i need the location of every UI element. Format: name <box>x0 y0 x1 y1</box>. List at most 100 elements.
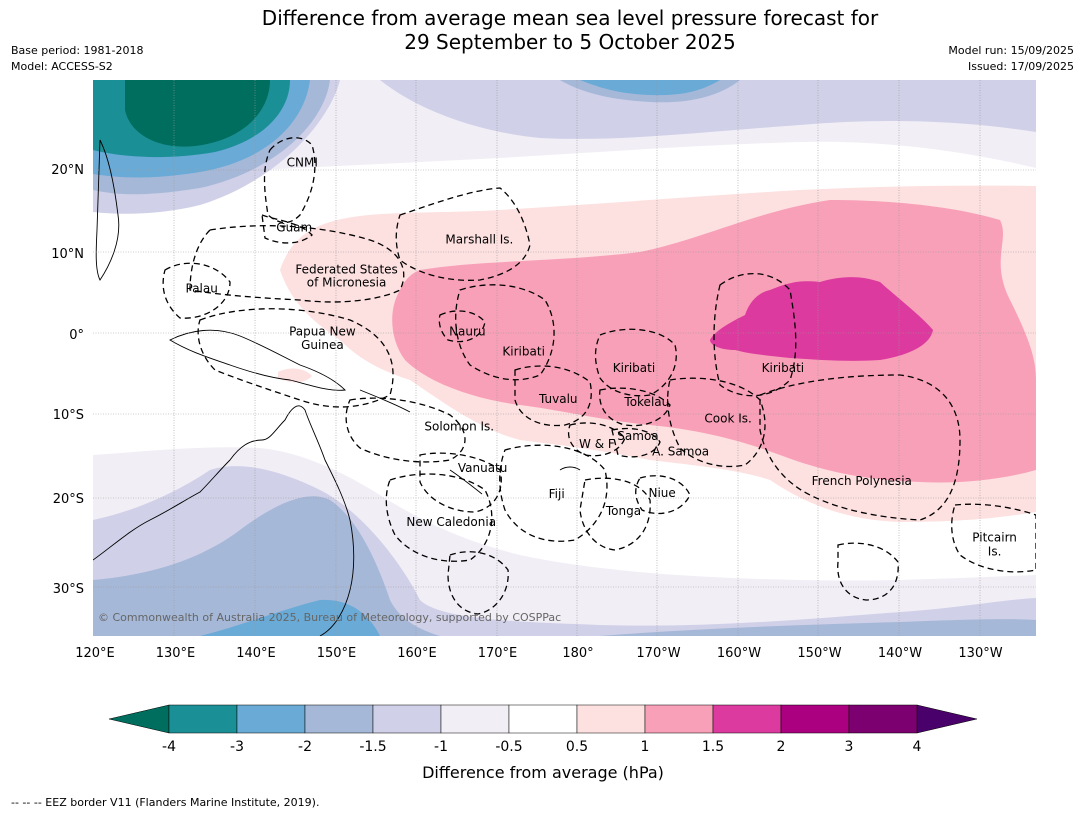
colorbar-tick-label: -1.5 <box>359 739 386 755</box>
anomaly-band-north-east-blue <box>580 80 720 96</box>
longitude-axis: 120°E 130°E 140°E 150°E 160°E 170°E 180° 170°W 1… <box>75 646 1002 661</box>
eez-samoa <box>611 427 661 458</box>
longitude-tick-label: 160°W <box>717 646 761 661</box>
region-label: of Micronesia <box>307 276 387 290</box>
eez-marshall <box>395 187 531 281</box>
longitude-tick-label: 120°E <box>75 646 115 661</box>
region-label: CNMI <box>287 155 318 169</box>
anomaly-band-south-blue <box>200 599 380 636</box>
region-label: Is. <box>988 544 1002 558</box>
new-guinea-coast <box>169 329 346 391</box>
coastlines <box>93 139 581 636</box>
latitude-axis: 20°N 10°N 0° 10°S 20°S 30°S <box>51 163 84 597</box>
chart-title-line1: Difference from average mean sea level p… <box>261 6 879 30</box>
eez-palau <box>162 262 231 319</box>
colorbar-tick-label: 4 <box>913 739 922 755</box>
latitude-tick-label: 10°N <box>51 247 84 262</box>
longitude-tick-label: 130°W <box>958 646 1002 661</box>
region-label: Tonga <box>605 504 641 518</box>
eez-new-caledonia <box>385 473 493 562</box>
colorbar-swatch <box>508 704 578 734</box>
colorbar-tick-label: 2 <box>777 739 786 755</box>
longitude-tick-label: 150°W <box>797 646 841 661</box>
colorbar-swatch <box>644 704 714 734</box>
eez-cook <box>667 377 766 468</box>
philippines-coast <box>95 139 120 281</box>
longitude-tick-label: 150°E <box>317 646 357 661</box>
region-label: W & F <box>579 437 615 451</box>
eez-solomon <box>345 397 466 463</box>
colorbar-swatch <box>304 704 374 734</box>
eez-fiji <box>499 444 608 542</box>
eez-tokelau <box>599 387 671 427</box>
eez-kiribati-gilbert <box>455 284 555 381</box>
solomon-islands <box>359 389 411 413</box>
colorbar-tick-label: -1 <box>434 739 448 755</box>
colorbar-swatch <box>780 704 850 734</box>
eez-pitcairn <box>951 503 1036 573</box>
eez-kermadec <box>837 542 899 601</box>
colorbar-label: Difference from average (hPa) <box>422 763 664 782</box>
region-label: Samoa <box>617 429 658 443</box>
region-label: French Polynesia <box>812 474 912 488</box>
anomaly-band-north-lavender <box>93 80 1036 214</box>
region-label: Palau <box>186 281 218 295</box>
eez-norfolk <box>447 551 509 615</box>
eez-tonga <box>579 477 651 551</box>
colorbar-tick-label: -4 <box>162 739 176 755</box>
chart-title-line2: 29 September to 5 October 2025 <box>404 30 736 54</box>
copyright-notice: © Commonwealth of Australia 2025, Bureau… <box>98 611 561 624</box>
eez-guam <box>261 214 313 244</box>
eez-borders <box>162 137 1036 615</box>
region-label: Cook Is. <box>704 411 751 425</box>
eez-niue <box>635 475 691 515</box>
anomaly-band-south-bluegray <box>93 496 440 636</box>
region-label: Papua New <box>289 324 356 338</box>
longitude-tick-label: 140°W <box>878 646 922 661</box>
chart-title: Difference from average mean sea level p… <box>0 6 1085 54</box>
latitude-tick-label: 30°S <box>53 582 84 597</box>
colorbar-tick-label: 1.5 <box>702 739 724 755</box>
longitude-tick-label: 170°E <box>478 646 518 661</box>
graticule <box>93 80 1036 636</box>
colorbar-under-triangle <box>108 704 170 734</box>
region-label: Federated States <box>295 263 397 277</box>
colorbar-tick-label: 1 <box>641 739 650 755</box>
region-label: Solomon Is. <box>424 419 494 433</box>
region-label: Kiribati <box>502 345 544 359</box>
region-label: Niue <box>648 486 675 500</box>
eez-nauru <box>438 310 486 343</box>
colorbar-swatch <box>440 704 510 734</box>
colorbar-swatch <box>712 704 782 734</box>
eez-kiribati-phoenix <box>594 328 677 397</box>
colorbar-tick-label: -0.5 <box>495 739 522 755</box>
longitude-tick-label: 130°E <box>156 646 196 661</box>
region-label: Kiribati <box>762 361 804 375</box>
anomaly-band-small-pink <box>278 368 312 383</box>
region-label: Tokelau <box>623 395 669 409</box>
region-label: Tuvalu <box>538 392 578 406</box>
colorbar-swatch <box>576 704 646 734</box>
latitude-tick-label: 20°N <box>51 163 84 178</box>
model-name: Model: ACCESS-S2 <box>11 60 113 73</box>
colorbar-swatch <box>236 704 306 734</box>
longitude-tick-label: 140°E <box>236 646 276 661</box>
base-period: Base period: 1981-2018 <box>11 44 144 57</box>
region-label: A. Samoa <box>652 445 709 459</box>
colorbar-swatches <box>168 704 918 734</box>
colorbar-tick-label: 0.5 <box>566 739 588 755</box>
fiji-islands <box>559 466 581 471</box>
eez-cnmi <box>263 137 316 224</box>
anomaly-band-magenta <box>710 277 933 361</box>
region-label: Vanuatu <box>458 461 508 475</box>
region-label: Kiribati <box>613 361 655 375</box>
anomaly-band-north-darkteal <box>125 80 270 147</box>
pressure-anomaly-field: © Commonwealth of Australia 2025, Bureau… <box>93 80 1036 636</box>
meta-right: Model run: 15/09/2025 Issued: 17/09/2025 <box>948 43 1074 75</box>
region-label: Marshall Is. <box>445 233 513 247</box>
issued-date: Issued: 17/09/2025 <box>967 60 1074 73</box>
region-label: New Caledonia <box>406 515 496 529</box>
latitude-tick-label: 10°S <box>53 408 84 423</box>
